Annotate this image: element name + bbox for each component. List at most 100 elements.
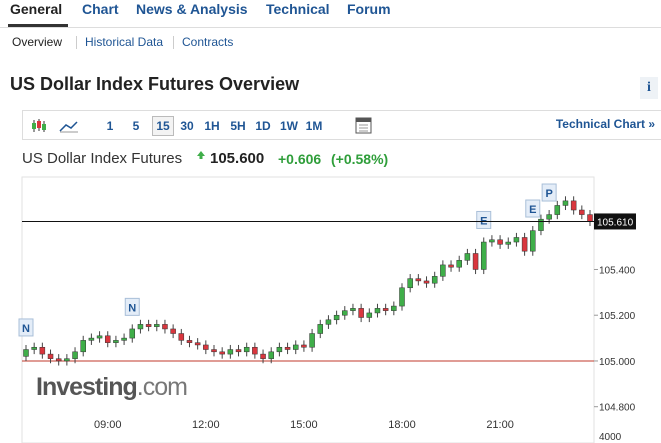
x-tick-label: 09:00: [94, 419, 122, 431]
y-tick-label: 105.000: [599, 357, 636, 368]
candle-body: [276, 346, 283, 353]
candle-body: [546, 214, 552, 220]
event-marker: [525, 199, 541, 218]
x-tick-label: 12:00: [192, 419, 220, 431]
tab[interactable]: Forum: [347, 1, 391, 17]
candle-body: [382, 308, 389, 311]
candle-body: [203, 344, 209, 350]
candle-body: [530, 230, 536, 252]
separator: [173, 36, 174, 49]
candle-body: [513, 237, 520, 243]
candle-body: [162, 324, 168, 330]
candle-body: [358, 308, 364, 318]
candle-body: [72, 351, 78, 359]
candle-body: [39, 346, 46, 355]
candle-body: [23, 349, 29, 357]
logo-suffix: .com: [137, 373, 187, 401]
event-marker: [124, 297, 140, 316]
candle-body: [145, 324, 152, 327]
candle-body: [480, 241, 487, 270]
candle-body: [464, 253, 471, 261]
interval-button[interactable]: 1D: [255, 119, 271, 133]
candle-body: [260, 353, 266, 359]
y-tick-label: 105.400: [599, 265, 636, 276]
candle-body: [423, 280, 430, 284]
candle-body: [391, 305, 397, 311]
candle-body: [211, 349, 217, 353]
candle-body: [113, 340, 119, 343]
candle-body: [80, 340, 86, 353]
last-price-label: 105.610: [597, 217, 634, 228]
candle-body: [178, 333, 185, 341]
candle-body: [252, 346, 258, 355]
candle-body: [505, 241, 512, 245]
logo-main: Investing: [36, 373, 137, 401]
up-arrow: [197, 151, 205, 159]
x-tick-label: 21:00: [486, 419, 514, 431]
event-marker: [541, 183, 557, 202]
logo: Investing.com: [36, 373, 187, 401]
technical-chart-link[interactable]: Technical Chart »: [555, 117, 655, 131]
x-tick-label: 15:00: [290, 419, 318, 431]
price: 105.600: [210, 150, 265, 167]
tab[interactable]: Chart: [82, 1, 119, 17]
candle-body: [227, 349, 234, 355]
candle-body: [170, 328, 176, 334]
candle-body: [554, 205, 561, 215]
event-label: N: [22, 323, 30, 335]
divider: [0, 27, 661, 28]
candle-body: [88, 337, 95, 341]
event-label: N: [128, 302, 136, 314]
candle-body: [186, 340, 193, 343]
candle-body: [325, 319, 332, 325]
candle-body: [448, 264, 454, 268]
last-price-box: [594, 213, 636, 230]
candle-body: [301, 344, 307, 348]
lower-panel-tick: 4000: [599, 432, 622, 443]
candle-body: [243, 346, 250, 353]
tab[interactable]: General: [10, 1, 63, 17]
event-label: P: [545, 188, 552, 200]
calendar-icon[interactable]: [354, 116, 374, 136]
candle-body: [235, 349, 242, 353]
candle-body: [47, 353, 54, 359]
candle-body: [431, 276, 438, 284]
candle-body: [55, 358, 62, 362]
event-marker: [476, 210, 492, 229]
event-marker: [18, 318, 34, 337]
interval-button[interactable]: 1M: [305, 119, 323, 133]
interval-button[interactable]: 1W: [280, 119, 298, 133]
interval-button[interactable]: 1: [106, 119, 114, 133]
subtab[interactable]: Contracts: [182, 35, 234, 49]
candle-body: [497, 239, 503, 245]
page-title: US Dollar Index Futures Overview: [10, 74, 300, 94]
candle-body: [96, 335, 103, 339]
candle-body: [129, 328, 136, 339]
candle-body: [333, 314, 340, 321]
separator: [76, 36, 77, 49]
subtab[interactable]: Overview: [12, 35, 63, 49]
tab[interactable]: Technical: [266, 1, 330, 17]
interval-button[interactable]: 30: [180, 119, 194, 133]
interval-button[interactable]: 5: [132, 119, 140, 133]
tab[interactable]: News & Analysis: [136, 1, 248, 17]
interval-button[interactable]: 1H: [204, 119, 220, 133]
candle-body: [374, 308, 381, 314]
candle-body: [154, 324, 160, 327]
toolbar: [22, 110, 661, 140]
info-button[interactable]: i: [640, 77, 658, 99]
interval-button[interactable]: 5H: [230, 119, 246, 133]
candle-body: [521, 237, 528, 252]
candle-body: [219, 351, 225, 355]
candle-body: [292, 344, 299, 350]
subtab[interactable]: Historical Data: [85, 35, 164, 49]
candle-body: [309, 333, 315, 348]
candle-body: [194, 342, 201, 346]
instrument-name: US Dollar Index Futures: [22, 150, 183, 167]
y-tick-label: 104.800: [599, 403, 636, 414]
candle-body: [538, 218, 544, 231]
candle-body: [456, 260, 462, 268]
candle-body: [440, 264, 446, 277]
interval-button[interactable]: 15: [152, 116, 174, 136]
